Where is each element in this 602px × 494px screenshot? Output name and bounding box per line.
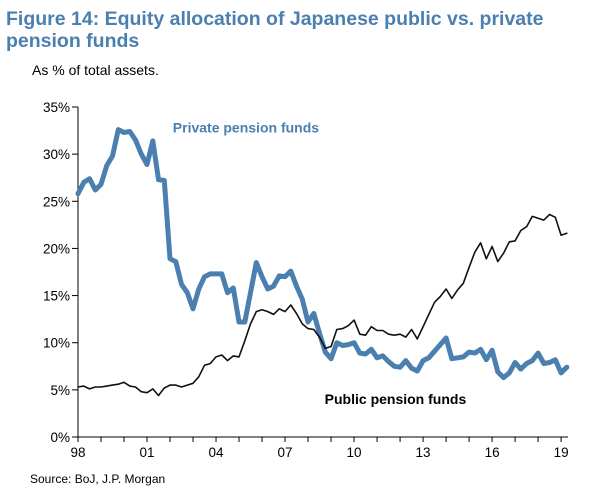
chart-axes [77,107,568,438]
y-tick-label: 35% [43,100,70,115]
public-pension-line [77,213,568,397]
y-tick-label: 20% [43,241,70,256]
x-tick-label: 10 [347,445,362,460]
y-tick-label: 30% [43,147,70,162]
y-tick-label: 25% [43,194,70,209]
y-tick-group: 0% 5% 10% 15% 20% 25% 30% 35% [43,100,78,445]
x-tick-label: 01 [139,445,154,460]
x-tick-label: 13 [416,445,431,460]
x-tick-label: 19 [554,445,569,460]
x-tick-label: 16 [485,445,500,460]
y-tick-label: 5% [50,383,70,398]
source-note: Source: BoJ, J.P. Morgan [30,472,166,486]
x-tick-label: 04 [209,445,225,460]
x-tick-group: 98 01 04 07 10 13 16 19 [70,437,569,460]
annotations: Private pension funds Public pension fund… [173,119,467,407]
y-tick-label: 10% [43,336,70,351]
series-lines [75,127,570,397]
x-tick-label: 07 [278,445,293,460]
chart-subtitle: As % of total assets. [32,62,159,78]
public-pension-annotation: Public pension funds [325,391,467,407]
x-tick-label: 98 [70,445,85,460]
y-tick-label: 15% [43,289,70,304]
chart-title: Figure 14: Equity allocation of Japanese… [6,8,544,52]
private-pension-line [75,127,570,381]
y-tick-label: 0% [50,430,70,445]
private-pension-annotation: Private pension funds [173,119,319,135]
